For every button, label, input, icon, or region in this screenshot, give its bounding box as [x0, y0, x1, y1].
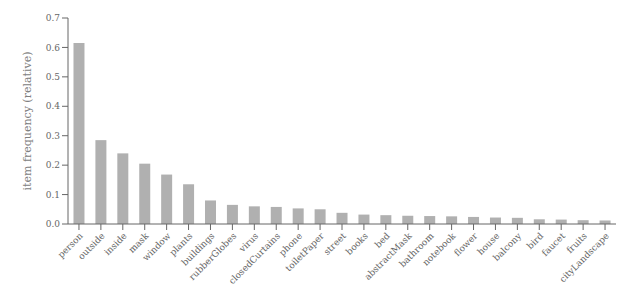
svg-text:cityLandscape: cityLandscape	[557, 231, 610, 284]
svg-text:phone: phone	[277, 230, 305, 258]
svg-text:fruits: fruits	[564, 230, 590, 256]
svg-text:house: house	[475, 230, 502, 257]
svg-text:flower: flower	[452, 230, 480, 258]
svg-text:buildings: buildings	[179, 230, 217, 268]
svg-text:plants: plants	[167, 230, 195, 258]
svg-text:0.6: 0.6	[46, 43, 61, 53]
svg-text:0.0: 0.0	[46, 219, 61, 229]
svg-text:faucet: faucet	[540, 231, 567, 258]
svg-text:abstractMask: abstractMask	[362, 230, 414, 282]
svg-text:0.1: 0.1	[46, 190, 60, 200]
svg-text:0.3: 0.3	[46, 131, 61, 141]
svg-text:closedCurtains: closedCurtains	[227, 231, 283, 287]
svg-text:rubberGlobes: rubberGlobes	[187, 230, 239, 283]
svg-text:books: books	[344, 231, 370, 257]
svg-text:bird: bird	[524, 230, 546, 252]
svg-text:item frequency (relative): item frequency (relative)	[21, 52, 34, 191]
svg-text:window: window	[141, 231, 173, 263]
svg-text:0.5: 0.5	[46, 72, 61, 82]
svg-text:toiletPaper: toiletPaper	[283, 230, 326, 273]
svg-text:0.2: 0.2	[46, 160, 60, 170]
svg-text:0.4: 0.4	[46, 101, 61, 111]
svg-text:virus: virus	[237, 230, 261, 254]
svg-text:bathroom: bathroom	[397, 230, 436, 270]
svg-text:bed: bed	[373, 231, 392, 250]
svg-text:mask: mask	[126, 230, 151, 255]
svg-text:notebook: notebook	[421, 230, 458, 267]
svg-text:person: person	[55, 230, 85, 260]
svg-text:inside: inside	[102, 231, 128, 257]
svg-text:balcony: balcony	[491, 230, 524, 263]
svg-text:outside: outside	[76, 231, 107, 262]
svg-text:0.7: 0.7	[46, 13, 61, 23]
svg-text:street: street	[322, 231, 348, 257]
